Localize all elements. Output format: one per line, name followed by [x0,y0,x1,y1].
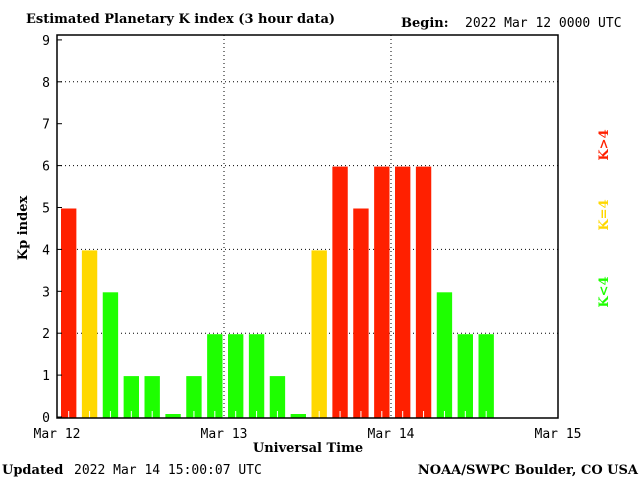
y-tick-label: 8 [42,76,50,91]
y-axis-label: Kp index [16,196,31,261]
x-ticks: Mar 12 Mar 13 Mar 14 Mar 15 [34,427,582,442]
y-ticks: 0 1 2 3 4 5 6 7 8 9 [42,34,62,426]
y-tick-label: 3 [42,285,50,300]
y-tick-label: 9 [42,34,50,49]
y-tick-label: 7 [42,118,50,133]
bars [61,166,494,418]
kp-bar [144,376,160,418]
y-tick-label: 2 [42,327,50,342]
kp-bar [81,250,98,418]
updated-label: Updated [2,463,63,478]
kp-bar [395,166,411,418]
legend: K>4 K=4 K<4 [597,129,612,307]
legend-item: K=4 [597,199,612,230]
legend-item: K<4 [597,276,612,307]
kp-bar [186,376,202,418]
x-tick-label: Mar 12 [34,427,81,442]
kp-bar [457,334,473,418]
plot-frame [56,34,559,419]
kp-bar [478,334,494,418]
kp-bar [374,166,390,418]
kp-bar [415,166,432,418]
kp-bar [207,334,223,418]
x-tick-label: Mar 13 [201,427,248,442]
x-axis-label: Universal Time [253,441,363,456]
y-tick-label: 0 [42,411,50,426]
kp-bar [61,208,77,418]
x-tick-label: Mar 15 [535,427,582,442]
kp-bar [353,208,369,418]
x-tick-label: Mar 14 [368,427,415,442]
begin-label: Begin: [401,16,449,31]
source-credit: NOAA/SWPC Boulder, CO USA [418,463,639,478]
kp-bar [228,334,244,418]
legend-item: K>4 [597,129,612,160]
begin-value: 2022 Mar 12 0000 UTC [465,16,622,31]
kp-bar [165,414,181,418]
kp-bar [332,166,348,418]
kp-bar [269,376,286,418]
updated-value: 2022 Mar 14 15:00:07 UTC [74,463,262,478]
chart-title: Estimated Planetary K index (3 hour data… [26,12,335,27]
y-tick-label: 4 [42,243,50,258]
kp-bar [311,250,327,418]
y-tick-label: 5 [42,202,50,217]
kp-bar [290,414,306,418]
kp-bar [102,292,119,418]
y-tick-label: 6 [42,160,50,175]
kp-bar [436,292,453,418]
kp-bar [248,334,265,418]
kp-bar [123,376,139,418]
y-tick-label: 1 [42,369,50,384]
